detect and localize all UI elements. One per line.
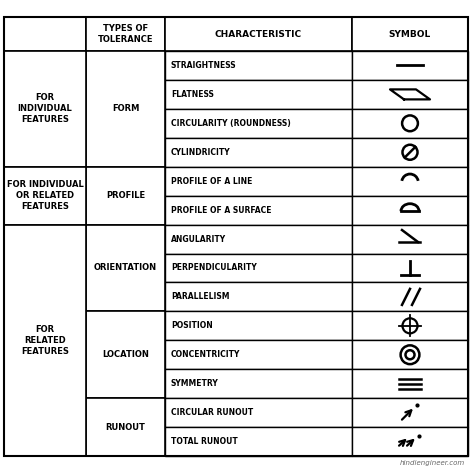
Text: hindiengineer.com: hindiengineer.com xyxy=(400,460,465,466)
Text: SYMBOL: SYMBOL xyxy=(389,29,431,38)
Bar xyxy=(352,340,468,369)
Text: STRAIGHTNESS: STRAIGHTNESS xyxy=(171,61,237,70)
Text: ANGULARITY: ANGULARITY xyxy=(171,235,226,244)
Bar xyxy=(86,225,165,311)
Text: ORIENTATION: ORIENTATION xyxy=(94,264,157,273)
Bar xyxy=(165,17,352,51)
Bar xyxy=(352,109,468,138)
Text: FOR
INDIVIDUAL
FEATURES: FOR INDIVIDUAL FEATURES xyxy=(18,93,73,125)
Bar xyxy=(165,167,352,196)
Bar xyxy=(165,340,352,369)
Text: FOR
RELATED
FEATURES: FOR RELATED FEATURES xyxy=(21,325,69,356)
Text: FORM: FORM xyxy=(112,104,139,113)
Bar xyxy=(352,311,468,340)
Bar xyxy=(165,109,352,138)
Bar xyxy=(165,225,352,254)
Bar xyxy=(86,311,165,398)
Bar xyxy=(165,254,352,283)
Bar xyxy=(86,17,165,51)
Bar xyxy=(165,51,352,80)
Bar xyxy=(352,196,468,225)
Bar xyxy=(165,369,352,398)
Bar xyxy=(165,398,352,427)
Bar xyxy=(4,167,86,225)
Bar xyxy=(352,398,468,427)
Bar xyxy=(165,283,352,311)
Bar xyxy=(352,283,468,311)
Bar xyxy=(352,138,468,167)
Bar xyxy=(165,196,352,225)
Bar xyxy=(352,427,468,456)
Text: CONCENTRICITY: CONCENTRICITY xyxy=(171,350,240,359)
Bar xyxy=(4,17,86,51)
Text: CIRCULAR RUNOUT: CIRCULAR RUNOUT xyxy=(171,408,253,417)
Text: FLATNESS: FLATNESS xyxy=(171,90,214,99)
Bar xyxy=(165,138,352,167)
Text: CIRCULARITY (ROUNDNESS): CIRCULARITY (ROUNDNESS) xyxy=(171,119,291,128)
Text: CHARACTERISTIC: CHARACTERISTIC xyxy=(215,29,302,38)
Text: CYLINDRICITY: CYLINDRICITY xyxy=(171,148,231,157)
Bar xyxy=(165,311,352,340)
Text: POSITION: POSITION xyxy=(171,321,213,330)
Text: TYPES OF
TOLERANCE: TYPES OF TOLERANCE xyxy=(98,24,153,44)
Text: PARALLELISM: PARALLELISM xyxy=(171,292,229,301)
Text: PERPENDICULARITY: PERPENDICULARITY xyxy=(171,264,257,273)
Bar xyxy=(352,167,468,196)
Text: LOCATION: LOCATION xyxy=(102,350,149,359)
Bar xyxy=(4,225,86,456)
Bar xyxy=(165,80,352,109)
Bar xyxy=(352,254,468,283)
Bar xyxy=(352,80,468,109)
Bar xyxy=(352,225,468,254)
Text: TOTAL RUNOUT: TOTAL RUNOUT xyxy=(171,437,238,446)
Bar xyxy=(352,369,468,398)
Text: FOR INDIVIDUAL
OR RELATED
FEATURES: FOR INDIVIDUAL OR RELATED FEATURES xyxy=(7,180,83,211)
Bar xyxy=(86,51,165,167)
Bar xyxy=(352,17,468,51)
Text: PROFILE: PROFILE xyxy=(106,191,145,200)
Bar xyxy=(352,51,468,80)
Bar xyxy=(86,167,165,225)
Text: PROFILE OF A SURFACE: PROFILE OF A SURFACE xyxy=(171,206,272,215)
Bar xyxy=(86,398,165,456)
Text: RUNOUT: RUNOUT xyxy=(106,423,146,431)
Bar xyxy=(4,51,86,167)
Bar xyxy=(165,427,352,456)
Text: PROFILE OF A LINE: PROFILE OF A LINE xyxy=(171,177,252,186)
Text: SYMMETRY: SYMMETRY xyxy=(171,379,219,388)
